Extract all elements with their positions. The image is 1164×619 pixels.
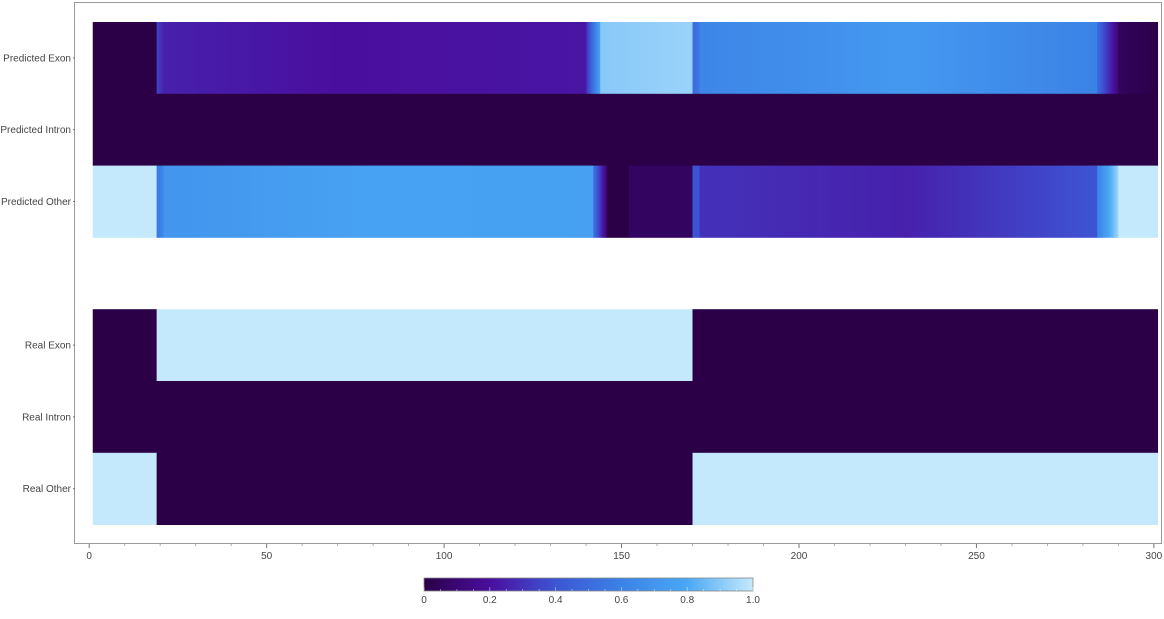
heatmap-cell-predicted-other-0 bbox=[92, 165, 158, 238]
x-tick-label-100: 100 bbox=[436, 551, 453, 562]
colorbar-label-0: 0 bbox=[421, 595, 427, 606]
heatmap-cell-predicted-exon-0 bbox=[92, 22, 158, 95]
heatmap-cell-real-other-2 bbox=[692, 452, 1159, 525]
x-tick-label-300: 300 bbox=[1146, 551, 1163, 562]
heatmap-cell-predicted-other-5 bbox=[607, 165, 630, 238]
heatmap-cell-real-other-1 bbox=[156, 452, 694, 525]
heatmap-row-predicted-exon bbox=[92, 22, 1159, 95]
heatmap-cell-predicted-other-3 bbox=[373, 165, 594, 238]
heatmap-cell-predicted-other-8 bbox=[699, 165, 907, 238]
row-label-predicted-intron: Predicted Intron bbox=[0, 125, 71, 136]
heatmap-cell-predicted-exon-1 bbox=[156, 22, 165, 95]
heatmap-row-predicted-intron bbox=[92, 93, 1159, 166]
heatmap-cell-predicted-exon-5 bbox=[600, 22, 694, 95]
heatmap-cell-predicted-exon-2 bbox=[163, 22, 339, 95]
heatmap-cell-predicted-exon-3 bbox=[337, 22, 587, 95]
heatmap-cell-predicted-other-10 bbox=[1097, 165, 1120, 238]
x-tick-label-50: 50 bbox=[261, 551, 273, 562]
heatmap-cell-predicted-exon-10 bbox=[1118, 22, 1159, 95]
row-label-real-exon: Real Exon bbox=[25, 341, 71, 352]
x-tick-label-250: 250 bbox=[968, 551, 985, 562]
colorbar-label-5: 1.0 bbox=[746, 595, 760, 606]
row-label-real-intron: Real Intron bbox=[22, 412, 71, 423]
heatmap-cell-predicted-other-11 bbox=[1118, 165, 1159, 238]
heatmap-row-real-other bbox=[92, 452, 1159, 525]
heatmap-cell-predicted-intron-0 bbox=[92, 93, 1159, 166]
heatmap-cell-predicted-exon-9 bbox=[1097, 22, 1120, 95]
heatmap-cell-predicted-other-2 bbox=[163, 165, 374, 238]
heatmap-cell-real-exon-0 bbox=[92, 309, 158, 382]
heatmap-rows bbox=[92, 22, 1159, 525]
heatmap-cell-predicted-other-4 bbox=[593, 165, 608, 238]
heatmap-cell-real-exon-1 bbox=[156, 309, 694, 382]
heatmap-cell-predicted-other-6 bbox=[628, 165, 694, 238]
heatmap-cell-predicted-other-7 bbox=[692, 165, 701, 238]
heatmap-cell-predicted-exon-8 bbox=[905, 22, 1098, 95]
heatmap-cell-real-other-0 bbox=[92, 452, 158, 525]
heatmap-row-real-exon bbox=[92, 309, 1159, 382]
colorbar-label-4: 0.8 bbox=[680, 595, 694, 606]
heatmap-cell-real-intron-0 bbox=[92, 381, 1159, 454]
heatmap-cell-predicted-exon-4 bbox=[586, 22, 601, 95]
x-tick-label-200: 200 bbox=[791, 551, 808, 562]
heatmap-cell-real-exon-2 bbox=[692, 309, 1159, 382]
heatmap-cell-predicted-other-9 bbox=[905, 165, 1098, 238]
heatmap-cell-predicted-exon-6 bbox=[692, 22, 701, 95]
heatmap-row-predicted-other bbox=[92, 165, 1159, 238]
x-tick-label-0: 0 bbox=[86, 551, 92, 562]
colorbar-label-2: 0.4 bbox=[549, 595, 563, 606]
colorbar-label-3: 0.6 bbox=[614, 595, 628, 606]
x-axis: 0 50 100 150 200 250 300 bbox=[86, 544, 1163, 562]
colorbar: 0 0.2 0.4 0.6 0.8 1.0 bbox=[421, 577, 760, 606]
x-tick-label-150: 150 bbox=[613, 551, 630, 562]
row-labels: Predicted Exon Predicted Intron Predicted … bbox=[0, 53, 75, 495]
colorbar-label-1: 0.2 bbox=[483, 595, 497, 606]
heatmap-cell-predicted-other-1 bbox=[156, 165, 165, 238]
row-label-predicted-exon: Predicted Exon bbox=[3, 53, 71, 64]
row-label-real-other: Real Other bbox=[23, 484, 72, 495]
row-label-predicted-other: Predicted Other bbox=[1, 197, 72, 208]
heatmap-cell-predicted-exon-7 bbox=[699, 22, 907, 95]
heatmap-row-real-intron bbox=[92, 381, 1159, 454]
